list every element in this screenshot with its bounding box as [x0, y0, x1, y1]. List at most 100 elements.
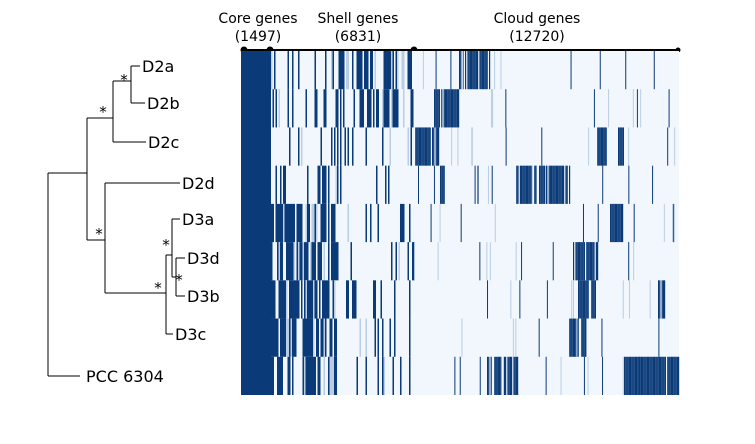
shell-cell — [314, 51, 316, 90]
cloud-cell — [598, 127, 600, 166]
shell-cell — [392, 89, 394, 128]
shell-cell — [389, 318, 391, 357]
shell-cell — [385, 165, 387, 204]
cloud-cell — [541, 165, 543, 204]
shell-cell — [385, 51, 387, 90]
leaf-label-pcc-6304: PCC 6304 — [86, 367, 164, 386]
shell-cell — [412, 89, 414, 128]
shell-cell — [305, 356, 307, 395]
shell-cell — [353, 280, 355, 319]
support-marker: * — [95, 225, 103, 243]
shell-cell — [271, 280, 273, 319]
shell-cell — [316, 203, 318, 243]
cloud-genes-label: Cloud genes — [494, 11, 581, 27]
cloud-cell — [554, 165, 556, 204]
shell-cell — [307, 165, 309, 204]
cloud-cell — [662, 356, 664, 395]
shell-cell — [337, 242, 339, 281]
cloud-cell — [490, 356, 492, 395]
cloud-cell — [589, 242, 591, 281]
cloud-cell — [539, 165, 541, 204]
shell-cell — [286, 203, 288, 243]
shell-cell — [370, 89, 372, 128]
shell-cell — [398, 242, 400, 281]
cloud-cell — [479, 242, 481, 281]
shell-cell — [412, 242, 414, 281]
cloud-cell — [667, 127, 669, 166]
cloud-cell — [582, 318, 584, 357]
shell-cell — [409, 51, 411, 90]
cloud-cell — [522, 165, 524, 204]
shell-cell — [343, 51, 345, 90]
cloud-cell — [571, 318, 573, 357]
shell-cell — [292, 51, 294, 90]
shell-cell — [325, 89, 327, 128]
shell-genes-label: Shell genes — [318, 11, 399, 27]
shell-cell — [334, 242, 336, 281]
shell-cell — [335, 242, 337, 281]
cloud-cell — [593, 242, 595, 281]
cloud-cell — [583, 356, 585, 395]
shell-cell — [331, 203, 333, 243]
shell-cell — [322, 203, 324, 243]
cloud-cell — [447, 89, 449, 128]
shell-cell — [328, 203, 330, 243]
cloud-cell — [652, 356, 654, 395]
cloud-cell — [592, 280, 594, 319]
shell-cell — [275, 318, 277, 357]
shell-cell — [271, 318, 273, 357]
shell-cell — [271, 51, 273, 90]
cloud-cell — [552, 165, 554, 204]
cloud-cell — [499, 356, 501, 395]
shell-cell — [325, 165, 327, 204]
cloud-cell — [658, 280, 660, 319]
shell-cell — [320, 242, 322, 281]
shell-cell — [401, 51, 403, 90]
shell-cell — [298, 51, 300, 90]
shell-cell — [392, 356, 394, 395]
cloud-cell — [649, 356, 651, 395]
shell-cell — [403, 89, 405, 128]
cloud-cell — [430, 203, 432, 243]
shell-cell — [307, 356, 309, 395]
shell-cell — [316, 89, 318, 128]
shell-cell — [389, 51, 391, 90]
shell-cell — [365, 127, 367, 166]
cloud-cell — [505, 356, 507, 395]
shell-cell — [302, 356, 304, 395]
shell-cell — [287, 242, 289, 281]
shell-cell — [328, 280, 330, 319]
cloud-cell — [587, 356, 589, 395]
cloud-cell — [646, 356, 648, 395]
cloud-cell — [434, 89, 436, 128]
cloud-cell — [645, 356, 647, 395]
cloud-cell — [588, 127, 590, 166]
cloud-cell — [483, 51, 485, 90]
cloud-cell — [492, 89, 494, 128]
shell-cell — [290, 242, 292, 281]
shell-cell — [397, 89, 399, 128]
cloud-cell — [527, 165, 529, 204]
cloud-cell — [570, 318, 572, 357]
cloud-cell — [519, 165, 521, 204]
cloud-cell — [436, 127, 438, 166]
cloud-cell — [543, 165, 545, 204]
shell-cell — [395, 89, 397, 128]
cloud-cell — [489, 242, 491, 281]
shell-cell — [325, 280, 327, 319]
cloud-cell — [576, 318, 578, 357]
cloud-cell — [662, 280, 664, 319]
cloud-cell — [538, 318, 540, 357]
cloud-cell — [524, 165, 526, 204]
cloud-cell — [423, 127, 425, 166]
support-marker: * — [120, 71, 128, 89]
shell-cell — [304, 356, 306, 395]
shell-cell — [277, 242, 279, 281]
shell-cell — [409, 203, 411, 243]
shell-cell — [314, 242, 316, 281]
cloud-cell — [575, 242, 577, 281]
shell-cell — [395, 51, 397, 90]
shell-cell — [328, 356, 330, 395]
shell-cell — [317, 356, 319, 395]
cloud-cell — [632, 89, 634, 128]
